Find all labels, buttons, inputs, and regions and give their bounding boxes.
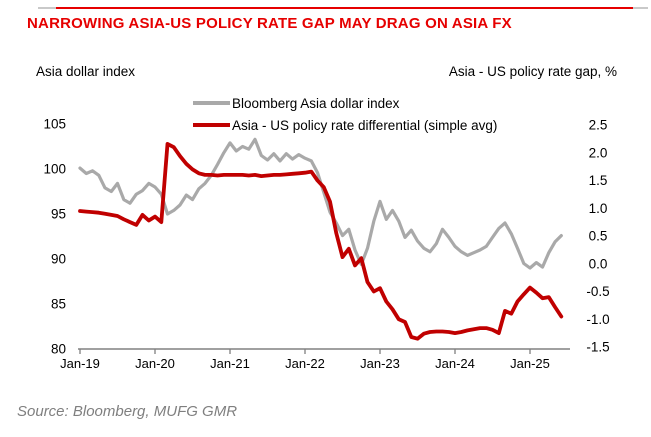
- y-left-tick-label: 90: [51, 252, 66, 267]
- x-tick-label: Jan-20: [135, 356, 175, 371]
- y-right-tick-label: 2.0: [589, 145, 608, 160]
- y-right-tick-label: -1.0: [586, 312, 609, 327]
- page-title: NARROWING ASIA-US POLICY RATE GAP MAY DR…: [27, 15, 512, 32]
- x-tick-label: Jan-21: [210, 356, 250, 371]
- source-note: Source: Bloomberg, MUFG GMR: [17, 403, 238, 420]
- legend: Bloomberg Asia dollar index Asia - US po…: [193, 92, 497, 136]
- y-right-tick-label: 2.5: [589, 118, 608, 133]
- y-left-tick-label: 80: [51, 342, 66, 357]
- y-right-tick-label: -1.5: [586, 340, 609, 355]
- y-left-tick-label: 95: [51, 207, 66, 222]
- left-axis-caption: Asia dollar index: [36, 64, 136, 79]
- legend-swatch-gray-line: [193, 101, 230, 105]
- x-tick-label: Jan-22: [285, 356, 325, 371]
- legend-swatch-red-line: [193, 122, 230, 128]
- series-line-red: [78, 141, 564, 341]
- legend-label-gray: Bloomberg Asia dollar index: [232, 95, 400, 111]
- y-left-tick-label: 85: [51, 297, 66, 312]
- y-right-tick-label: 1.0: [589, 201, 608, 216]
- y-right-tick-label: 0.0: [589, 256, 608, 271]
- legend-item: Asia - US policy rate differential (simp…: [193, 114, 497, 136]
- y-right-tick-label: 1.5: [589, 173, 608, 188]
- y-right-tick-label: 0.5: [589, 229, 608, 244]
- legend-label-red: Asia - US policy rate differential (simp…: [232, 117, 498, 133]
- x-tick-label: Jan-23: [360, 356, 400, 371]
- x-tick-label: Jan-24: [435, 356, 475, 371]
- x-tick-label: Jan-25: [510, 356, 550, 371]
- legend-item: Bloomberg Asia dollar index: [193, 92, 497, 114]
- x-tick-label: Jan-19: [60, 356, 100, 371]
- y-right-tick-label: -0.5: [586, 284, 609, 299]
- y-left-tick-label: 100: [43, 162, 66, 177]
- right-axis-caption: Asia - US policy rate gap, %: [448, 64, 617, 79]
- series-line-gray: [78, 137, 563, 270]
- y-left-tick-label: 105: [43, 117, 66, 132]
- title-rule: [38, 7, 648, 9]
